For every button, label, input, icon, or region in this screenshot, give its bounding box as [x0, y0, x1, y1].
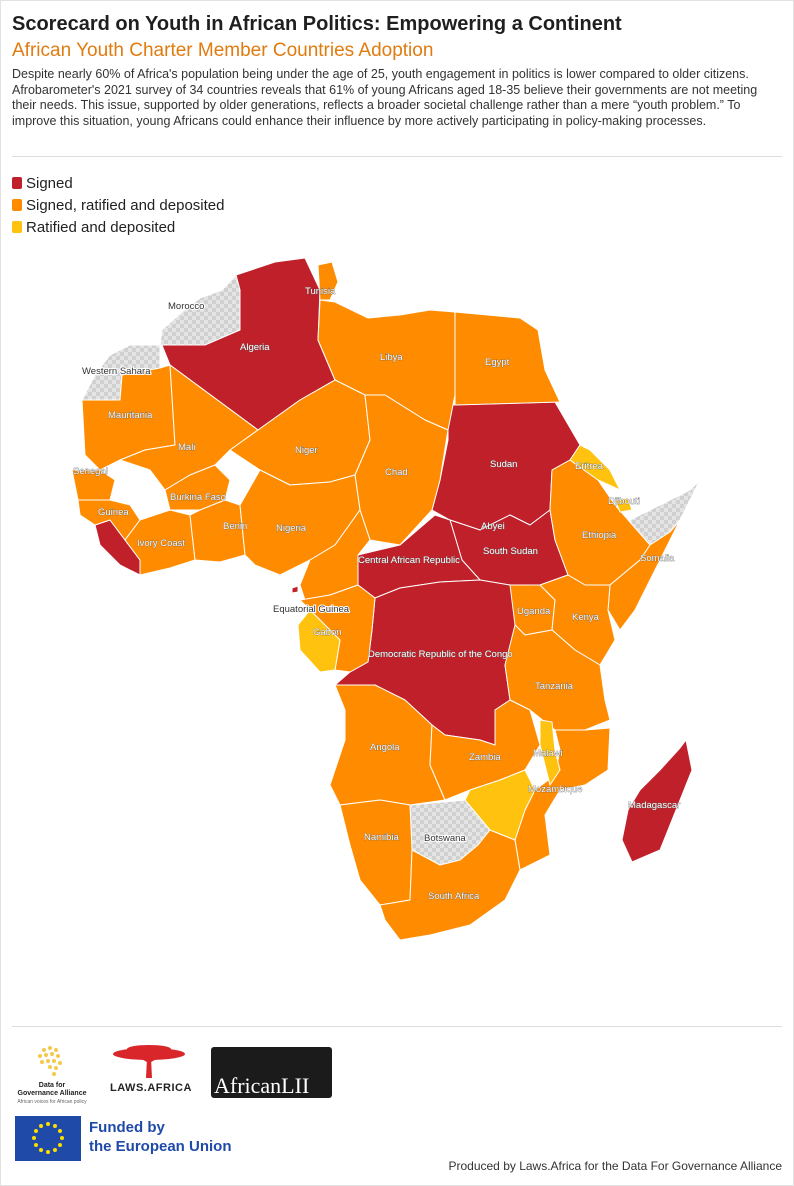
- label-ethiopia: Ethiopia: [582, 530, 617, 541]
- eu-flag: [15, 1116, 81, 1161]
- label-abyei: Abyei: [481, 521, 505, 532]
- label-madagascar: Madagascar: [628, 800, 680, 811]
- map-legend: Signed Signed, ratified and deposited Ra…: [12, 172, 224, 238]
- label-zambia: Zambia: [469, 752, 501, 763]
- country-malawi[interactable]: [539, 719, 561, 786]
- page-title: Scorecard on Youth in African Politics: …: [12, 13, 622, 35]
- label-niger: Niger: [295, 445, 318, 456]
- laws-africa-wordmark: LAWS.AFRICA: [110, 1082, 192, 1094]
- label-equatorial-guinea: Equatorial Guinea: [273, 604, 350, 615]
- legend-item-signed-ratified-deposited[interactable]: Signed, ratified and deposited: [12, 194, 224, 216]
- label-kenya: Kenya: [572, 612, 600, 623]
- legend-label: Signed, ratified and deposited: [26, 196, 225, 214]
- country-egypt[interactable]: [454, 311, 561, 406]
- laws-africa-logo: LAWS.AFRICA: [108, 1044, 192, 1094]
- country-tunisia[interactable]: [317, 261, 339, 301]
- label-mozambique: Mozambique: [528, 784, 582, 795]
- label-algeria: Algeria: [240, 342, 270, 353]
- eu-funding-text: Funded by the European Union: [89, 1118, 232, 1156]
- label-south-africa: South Africa: [428, 891, 480, 902]
- african-lii-logo: AfricanLII: [211, 1047, 332, 1098]
- label-guinea: Guinea: [98, 507, 129, 518]
- label-egypt: Egypt: [485, 357, 510, 368]
- label-mali: Mali: [178, 442, 195, 453]
- legend-item-signed[interactable]: Signed: [12, 172, 224, 194]
- label-senegal: Senegal: [73, 466, 108, 477]
- dfga-line2: Governance Alliance: [17, 1090, 87, 1097]
- label-south-sudan: South Sudan: [483, 546, 538, 557]
- country-namibia[interactable]: [339, 799, 413, 906]
- label-tunisia: Tunisia: [305, 286, 336, 297]
- island-eq-guinea-bioko[interactable]: [291, 585, 299, 594]
- credit-text: Produced by Laws.Africa for the Data For…: [448, 1159, 782, 1173]
- label-sudan: Sudan: [490, 459, 517, 470]
- label-western-sahara: Western Sahara: [82, 366, 151, 377]
- label-nigeria: Nigeria: [276, 523, 307, 534]
- label-benin: Benin: [223, 521, 247, 532]
- description-text: Despite nearly 60% of Africa's populatio…: [12, 67, 758, 128]
- africa-map: Morocco Western Sahara Algeria Tunisia L…: [71, 257, 701, 941]
- label-angola: Angola: [370, 742, 400, 753]
- country-kenya[interactable]: [539, 574, 616, 666]
- country-senegal[interactable]: [71, 469, 116, 501]
- country-chad[interactable]: [354, 394, 449, 546]
- legend-swatch-signed-ratified-deposited: [12, 199, 22, 211]
- legend-swatch-signed: [12, 177, 22, 189]
- acacia-tree-icon: [113, 1045, 185, 1078]
- legend-item-ratified-deposited[interactable]: Ratified and deposited: [12, 216, 224, 238]
- country-somalia[interactable]: [607, 519, 681, 631]
- legend-label: Ratified and deposited: [26, 218, 176, 236]
- country-cameroon[interactable]: [299, 509, 371, 601]
- country-burkina[interactable]: [164, 464, 231, 511]
- eu-line2: the European Union: [89, 1138, 232, 1155]
- label-somalia: Somalia: [640, 553, 675, 564]
- label-uganda: Uganda: [517, 606, 551, 617]
- legend-swatch-ratified-deposited: [12, 221, 22, 233]
- country-eritrea[interactable]: [569, 444, 621, 491]
- africa-dots-icon: [38, 1046, 62, 1076]
- page-subtitle: African Youth Charter Member Countries A…: [12, 40, 434, 61]
- bottom-divider: [12, 1026, 782, 1027]
- eu-line1: Funded by: [89, 1119, 165, 1136]
- label-tanzania: Tanzania: [535, 681, 574, 692]
- country-madagascar[interactable]: [621, 739, 693, 863]
- country-gabon[interactable]: [297, 609, 341, 673]
- label-namibia: Namibia: [364, 832, 400, 843]
- label-burkina-faso: Burkina Faso: [170, 492, 226, 503]
- top-divider: [12, 156, 782, 157]
- dfga-tagline: African voices for African policy: [17, 1099, 87, 1105]
- country-labels: Morocco Western Sahara Algeria Tunisia L…: [73, 286, 681, 903]
- country-djibouti[interactable]: [614, 497, 633, 513]
- african-lii-wordmark: AfricanLII: [214, 1073, 310, 1098]
- label-car: Central African Republic: [358, 555, 460, 566]
- label-chad: Chad: [385, 467, 408, 478]
- label-eritrea: Eritrea: [575, 461, 604, 472]
- label-morocco: Morocco: [168, 301, 204, 312]
- label-drc: Democratic Republic of the Congo: [368, 649, 513, 660]
- eu-stars-icon: [32, 1122, 64, 1154]
- label-libya: Libya: [380, 352, 403, 363]
- label-malawi: Malawi: [533, 748, 563, 759]
- label-ivory-coast: Ivory Coast: [137, 538, 185, 549]
- label-gabon: Gabon: [313, 627, 342, 638]
- dfga-line1: Data for: [38, 1082, 66, 1089]
- label-botswana: Botswana: [424, 833, 466, 844]
- label-mauritania: Mauritania: [108, 410, 153, 421]
- dfga-logo: Data for Governance Alliance African voi…: [12, 1042, 92, 1105]
- country-zimbabwe[interactable]: [464, 769, 536, 841]
- label-djibouti: Djibouti: [608, 496, 640, 507]
- legend-label: Signed: [26, 174, 73, 192]
